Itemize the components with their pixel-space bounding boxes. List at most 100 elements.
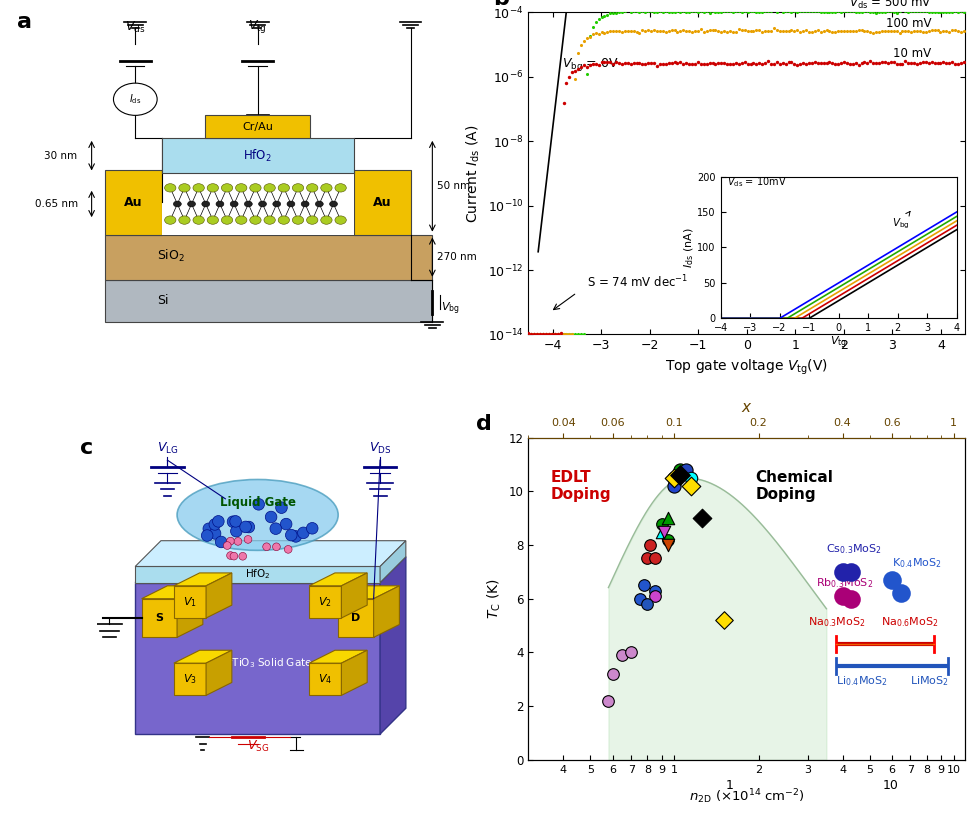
Point [793, 25, 808, 38]
Point [766, 21, 782, 34]
Polygon shape [173, 586, 206, 618]
Point [609, 25, 624, 38]
Point [603, 56, 618, 69]
Point [787, 5, 803, 18]
Point [663, 57, 679, 70]
Point [672, 6, 688, 19]
Polygon shape [206, 573, 232, 618]
Point [758, 25, 773, 38]
Point [801, 56, 816, 69]
Point [526, 328, 542, 341]
Point [629, 25, 645, 38]
Point [591, 27, 607, 40]
Point [696, 57, 711, 70]
Polygon shape [338, 599, 373, 637]
Point [824, 25, 840, 38]
Point [523, 328, 539, 341]
Point [956, 6, 972, 19]
Text: b: b [494, 0, 510, 9]
Point [939, 57, 955, 70]
Point [647, 584, 662, 597]
Point [582, 31, 598, 44]
Text: K$_{0.4}$MoS$_2$: K$_{0.4}$MoS$_2$ [892, 556, 942, 570]
Point [740, 57, 756, 70]
Polygon shape [309, 663, 341, 695]
Text: LiMoS$_2$: LiMoS$_2$ [910, 675, 950, 689]
Point [871, 6, 887, 19]
Point [737, 56, 753, 69]
Point [556, 96, 571, 109]
Point [623, 25, 639, 38]
Point [892, 5, 907, 18]
Point [647, 590, 662, 603]
Text: HfO$_2$: HfO$_2$ [243, 148, 272, 163]
Polygon shape [341, 573, 368, 618]
Point [636, 578, 652, 592]
Point [623, 646, 639, 659]
Point [687, 25, 703, 38]
Point [520, 327, 536, 340]
Point [655, 25, 670, 38]
Point [529, 328, 545, 341]
Point [702, 6, 717, 19]
Point [532, 328, 548, 341]
Point [877, 25, 893, 38]
Point [898, 55, 913, 68]
Circle shape [263, 542, 270, 551]
Point [696, 25, 711, 38]
Circle shape [250, 184, 261, 192]
Point [623, 57, 639, 70]
Point [763, 58, 779, 71]
Point [804, 56, 819, 69]
Circle shape [201, 529, 213, 542]
Point [600, 8, 615, 21]
Point [775, 5, 791, 18]
Point [626, 57, 642, 70]
Text: S: S [156, 613, 164, 623]
Circle shape [272, 543, 280, 551]
Circle shape [210, 528, 220, 539]
Point [909, 5, 925, 18]
Point [687, 5, 703, 18]
Point [746, 24, 761, 37]
Point [529, 328, 545, 341]
Point [821, 6, 837, 19]
Polygon shape [135, 541, 406, 566]
Point [871, 57, 887, 70]
Circle shape [193, 216, 204, 225]
Point [693, 57, 709, 70]
Point [669, 25, 685, 38]
Text: EDLT
Doping: EDLT Doping [551, 470, 611, 502]
Point [918, 25, 934, 38]
Point [909, 25, 925, 38]
Point [614, 6, 630, 19]
Point [675, 5, 691, 18]
Point [601, 694, 616, 708]
Point [904, 25, 919, 38]
Point [755, 6, 770, 19]
Point [880, 25, 896, 38]
Point [892, 26, 907, 39]
Point [848, 57, 863, 70]
Text: $V_4$: $V_4$ [318, 672, 332, 686]
Circle shape [335, 216, 346, 225]
Point [746, 5, 761, 18]
Point [722, 57, 738, 70]
Circle shape [114, 83, 157, 115]
Circle shape [221, 184, 232, 192]
Text: a: a [18, 12, 32, 32]
Point [705, 56, 720, 69]
Circle shape [234, 538, 242, 545]
Point [556, 328, 571, 341]
Point [646, 6, 662, 19]
Circle shape [230, 525, 242, 537]
Point [746, 56, 761, 69]
Text: Chemical
Doping: Chemical Doping [756, 470, 834, 502]
Point [609, 56, 624, 69]
Point [895, 25, 910, 38]
Point [790, 58, 806, 71]
Point [809, 56, 825, 69]
Text: $V_1$: $V_1$ [183, 595, 197, 609]
Point [550, 328, 565, 341]
Point [597, 56, 612, 69]
